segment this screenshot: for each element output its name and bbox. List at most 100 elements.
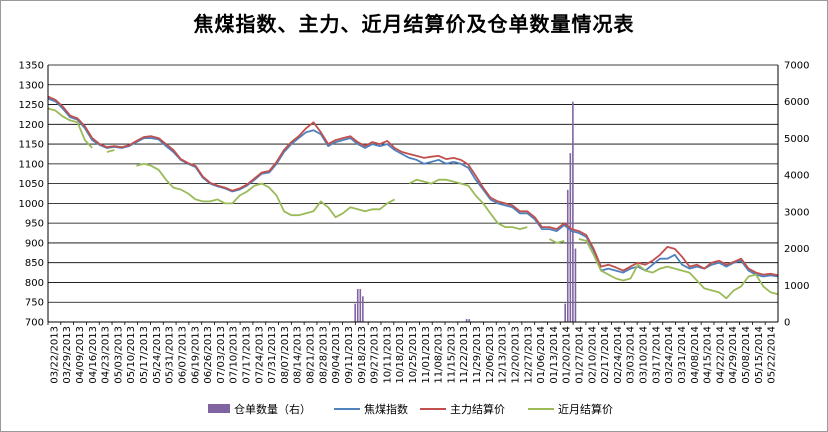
- x-tick-label: 11/15/2013: [446, 326, 457, 384]
- x-tick-label: 12/13/2013: [498, 326, 509, 384]
- series-line-主力结算价: [47, 95, 779, 277]
- x-tick-label: 05/08/2014: [741, 326, 752, 384]
- y-right-tick-label: 3000: [784, 207, 809, 218]
- x-tick-label: 09/04/2013: [331, 326, 342, 384]
- warehouse-receipt-bar: [362, 296, 364, 322]
- x-tick-label: 08/28/2013: [318, 326, 329, 384]
- y-left-tick-label: 950: [25, 219, 44, 230]
- series-line-近月结算价: [47, 107, 779, 300]
- legend-swatch: [208, 404, 230, 413]
- y-left-tick-label: 800: [25, 278, 44, 289]
- warehouse-receipt-bar: [569, 153, 572, 322]
- x-tick-label: 04/15/2014: [703, 326, 714, 384]
- x-tick-label: 03/17/2014: [651, 326, 662, 384]
- y-left-tick-label: 1350: [19, 61, 44, 72]
- warehouse-receipt-bar: [564, 303, 567, 322]
- x-tick-label: 05/03/2013: [113, 326, 124, 384]
- y-left-tick-label: 700: [25, 318, 44, 329]
- x-tick-label: 07/24/2013: [254, 326, 265, 384]
- legend-label: 近月结算价: [558, 402, 613, 416]
- x-tick-label: 06/07/2013: [177, 326, 188, 384]
- x-tick-label: 08/07/2013: [280, 326, 291, 384]
- axes: [47, 65, 779, 325]
- x-tick-label: 01/27/2014: [574, 326, 585, 384]
- x-tick-label: 04/09/2013: [75, 326, 86, 384]
- x-tick-label: 11/22/2013: [459, 326, 470, 384]
- x-tick-label: 04/22/2014: [715, 326, 726, 384]
- chart-title: 焦煤指数、主力、近月结算价及仓单数量情况表: [193, 12, 635, 36]
- x-tick-label: 04/08/2014: [690, 326, 701, 384]
- y-left-tick-label: 1050: [19, 179, 44, 190]
- x-tick-label: 08/14/2013: [293, 326, 304, 384]
- warehouse-receipt-bar: [574, 248, 577, 322]
- x-tick-label: 05/24/2013: [152, 326, 163, 384]
- x-tick-label: 05/17/2013: [139, 326, 150, 384]
- x-tick-label: 04/16/2013: [88, 326, 99, 384]
- x-tick-label: 05/31/2013: [165, 326, 176, 384]
- y-left-tick-label: 1000: [19, 199, 44, 210]
- x-tick-label: 10/18/2013: [395, 326, 406, 384]
- x-tick-label: 11/29/2013: [472, 326, 483, 384]
- legend-label: 仓单数量（右）: [234, 402, 311, 416]
- x-tick-label: 02/10/2014: [587, 326, 598, 384]
- legend-label: 主力结算价: [450, 402, 505, 416]
- y-left-tick-label: 850: [25, 258, 44, 269]
- x-tick-label: 12/20/2013: [510, 326, 521, 384]
- x-tick-label: 08/21/2013: [306, 326, 317, 384]
- x-tick-label: 10/25/2013: [408, 326, 419, 384]
- y-right-tick-label: 4000: [784, 171, 809, 182]
- x-tick-label: 06/19/2013: [190, 326, 201, 384]
- x-tick-label: 10/11/2013: [382, 326, 393, 384]
- y-right-tick-label: 0: [784, 318, 790, 329]
- warehouse-receipt-bar: [354, 303, 356, 322]
- y-left-tick-label: 750: [25, 298, 44, 309]
- x-tick-label: 07/31/2013: [267, 326, 278, 384]
- x-tick-label: 11/01/2013: [421, 326, 432, 384]
- y-left-tick-label: 1100: [19, 159, 44, 170]
- x-tick-label: 01/13/2014: [549, 326, 560, 384]
- y-right-tick-label: 6000: [784, 97, 809, 108]
- x-tick-label: 03/24/2014: [664, 326, 675, 384]
- x-tick-label: 11/08/2013: [434, 326, 445, 384]
- warehouse-receipt-bar: [359, 288, 362, 322]
- x-tick-label: 03/29/2013: [62, 326, 73, 384]
- x-tick-label: 03/03/2014: [626, 326, 637, 384]
- x-tick-label: 07/03/2013: [216, 326, 227, 384]
- warehouse-receipt-bar: [566, 189, 569, 322]
- x-tick-label: 05/22/2014: [767, 326, 778, 384]
- x-tick-label: 03/22/2013: [49, 326, 60, 384]
- bars-layer: [354, 101, 577, 322]
- x-tick-label: 12/27/2013: [523, 326, 534, 384]
- y-left-tick-label: 1150: [19, 140, 44, 151]
- x-tick-label: 02/24/2014: [613, 326, 624, 384]
- y-right-tick-label: 2000: [784, 244, 809, 255]
- x-tick-label: 01/20/2014: [562, 326, 573, 384]
- x-tick-label: 05/15/2014: [754, 326, 765, 384]
- y-left-tick-label: 1250: [19, 100, 44, 111]
- y-right-tick-label: 7000: [784, 61, 809, 72]
- series-lines: [47, 95, 779, 300]
- legend: 仓单数量（右） 焦煤指数 主力结算价 近月结算价: [208, 402, 613, 416]
- x-tick-label: 03/10/2014: [639, 326, 650, 384]
- y-left-tick-label: 900: [25, 238, 44, 249]
- legend-label: 焦煤指数: [364, 402, 408, 416]
- warehouse-receipt-bar: [356, 288, 359, 322]
- y-right-tick-label: 5000: [784, 134, 809, 145]
- y-left-tick-label: 1300: [19, 80, 44, 91]
- x-tick-label: 02/17/2014: [600, 326, 611, 384]
- x-tick-label: 01/06/2014: [536, 326, 547, 384]
- warehouse-receipt-bar: [572, 101, 574, 322]
- x-tick-label: 05/10/2013: [126, 326, 137, 384]
- tick-labels: 700 750 800 850 900 950 1000 1050 1100 1150 1200 12…: [19, 61, 810, 384]
- x-tick-label: 07/17/2013: [242, 326, 253, 384]
- x-tick-label: 06/26/2013: [203, 326, 214, 384]
- gridlines: [48, 64, 778, 323]
- y-right-tick-label: 1000: [784, 281, 809, 292]
- x-tick-label: 09/18/2013: [357, 326, 368, 384]
- x-tick-label: 04/29/2014: [728, 326, 739, 384]
- x-tick-label: 03/31/2014: [677, 326, 688, 384]
- x-tick-label: 12/06/2013: [485, 326, 496, 384]
- series-line-焦煤指数: [47, 97, 779, 278]
